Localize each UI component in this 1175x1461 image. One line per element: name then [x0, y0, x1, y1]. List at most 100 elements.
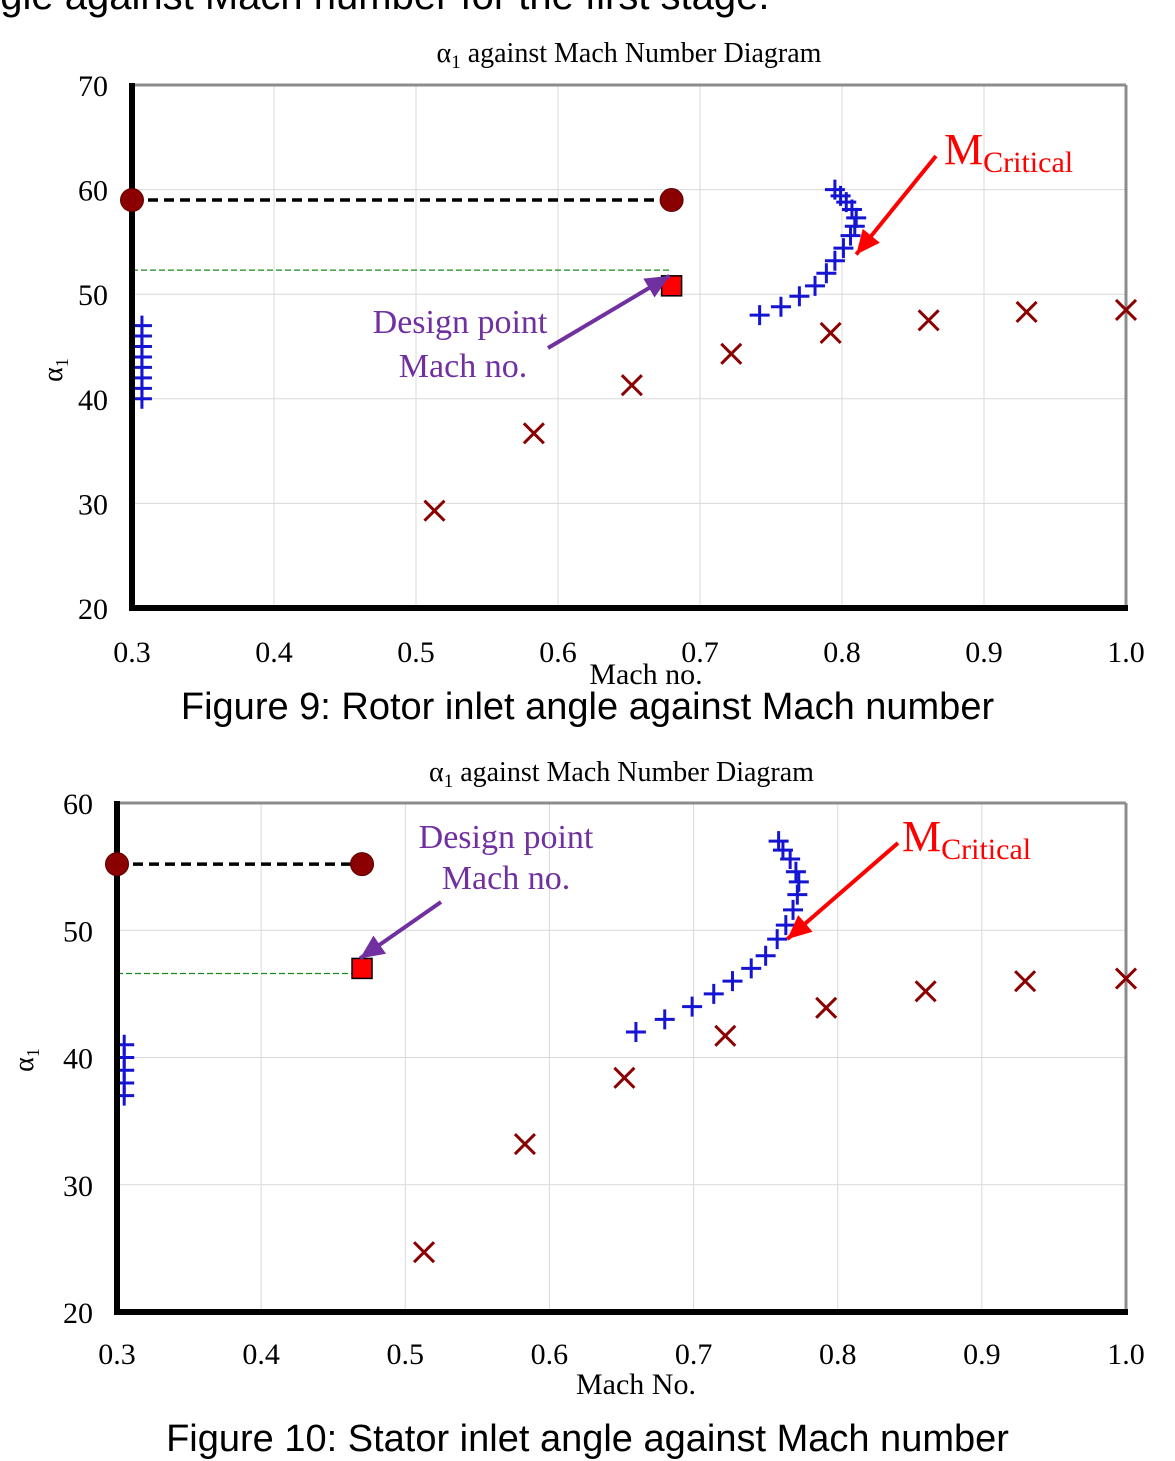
y-axis-label-alpha: α — [38, 367, 69, 382]
y-tick-label: 30 — [63, 1170, 93, 1203]
reference-endpoint-marker — [105, 852, 129, 877]
critical-mach-label-subscript: Critical — [983, 146, 1073, 179]
header-text: ngle against Mach number for the first s… — [0, 0, 770, 19]
x-tick-label: 0.8 — [823, 636, 861, 669]
plus-marker — [755, 945, 776, 966]
x-marker — [714, 1024, 737, 1047]
y-tick-label: 30 — [78, 488, 108, 521]
figure-9-caption: Figure 9: Rotor inlet angle against Mach… — [180, 686, 995, 728]
x-tick-label: 1.0 — [1107, 636, 1145, 669]
x-marker — [1014, 970, 1037, 993]
plus-marker — [846, 207, 867, 228]
chart-title-alpha: α — [429, 757, 444, 788]
x-marker — [1114, 298, 1138, 321]
y-tick-label: 50 — [78, 279, 108, 312]
x-marker — [522, 422, 545, 445]
design-point-label-line1: Design point — [419, 819, 594, 856]
x-tick-label: 0.3 — [98, 1338, 136, 1371]
critical-mach-label-main: M — [902, 812, 941, 861]
plus-marker — [703, 983, 724, 1004]
design-point-label-line2: Mach no. — [442, 860, 570, 897]
critical-mach-label: MCritical — [944, 125, 1073, 179]
y-tick-label: 20 — [63, 1297, 93, 1330]
plus-marker — [805, 275, 826, 296]
critical-mach-label-subscript: Critical — [941, 833, 1031, 866]
plus-marker — [816, 263, 837, 284]
plus-marker — [682, 996, 703, 1017]
plus-marker — [840, 225, 861, 246]
x-marker — [1015, 300, 1038, 324]
plus-marker — [785, 861, 806, 882]
x-tick-label: 1.0 — [1107, 1338, 1145, 1371]
x-marker — [613, 1066, 636, 1089]
x-tick-label: 0.9 — [965, 636, 1003, 669]
chart-title-subscript: 1 — [451, 52, 461, 73]
y-tick-label: 40 — [78, 384, 108, 417]
critical-mach-label: MCritical — [902, 812, 1031, 866]
reference-endpoint-marker — [659, 188, 684, 213]
plus-marker — [767, 929, 788, 950]
design-point-arrow-head — [643, 275, 670, 298]
plus-marker — [789, 286, 810, 307]
plus-marker — [770, 296, 791, 317]
y-tick-label: 70 — [78, 70, 108, 103]
design-point-marker — [351, 957, 373, 980]
x-tick-label: 0.4 — [242, 1338, 280, 1371]
y-axis-label-subscript: 1 — [23, 1048, 43, 1057]
chart-title-rest: against Mach Number Diagram — [453, 757, 814, 788]
chart-title: α1 against Mach Number Diagram — [437, 38, 822, 73]
y-tick-label: 60 — [78, 175, 108, 208]
chart-title: α1 against Mach Number Diagram — [429, 757, 814, 792]
critical-mach-arrow-head — [856, 228, 880, 255]
y-axis-label: α1 — [38, 358, 72, 382]
plus-marker — [741, 958, 762, 979]
plus-marker — [772, 840, 793, 861]
x-marker — [423, 499, 446, 522]
y-axis-label: α1 — [9, 1048, 43, 1072]
x-tick-label: 0.7 — [675, 1338, 713, 1371]
x-marker — [1114, 967, 1138, 990]
x-marker — [620, 374, 643, 397]
plus-marker — [788, 871, 809, 892]
x-tick-label: 0.5 — [387, 1338, 425, 1371]
design-point-label-line1: Design point — [373, 304, 548, 341]
x-marker — [513, 1132, 536, 1156]
x-tick-label: 0.8 — [819, 1338, 857, 1371]
y-tick-label: 50 — [63, 915, 93, 948]
x-axis-label: Mach No. — [576, 1368, 696, 1401]
chart-title-alpha: α — [437, 38, 452, 69]
critical-mach-arrow-shaft — [785, 841, 900, 941]
design-point-label-line2: Mach no. — [399, 348, 527, 385]
x-axis-label: Mach no. — [589, 658, 702, 690]
plus-marker — [131, 315, 152, 336]
plus-marker — [783, 899, 804, 920]
x-tick-label: 0.9 — [963, 1338, 1001, 1371]
reference-endpoint-marker — [120, 188, 144, 213]
figure-10-caption: Figure 10: Stator inlet angle against Ma… — [166, 1418, 1009, 1460]
critical-mach-arrow-head — [787, 915, 813, 940]
x-marker — [914, 980, 937, 1003]
chart-title-rest: against Mach Number Diagram — [461, 38, 822, 69]
x-tick-label: 0.5 — [397, 636, 435, 669]
design-point-arrow-head — [360, 935, 387, 959]
x-marker — [819, 321, 842, 344]
x-tick-label: 0.7 — [681, 636, 719, 669]
x-marker — [720, 342, 743, 365]
plus-marker — [775, 915, 796, 936]
plus-marker — [824, 179, 845, 200]
reference-endpoint-marker — [350, 852, 375, 877]
plus-marker — [722, 971, 743, 992]
x-tick-label: 0.4 — [255, 636, 293, 669]
y-axis-label-alpha: α — [9, 1057, 40, 1072]
plus-marker — [625, 1022, 646, 1043]
plus-marker — [749, 305, 770, 326]
plus-marker — [833, 238, 854, 259]
plus-marker — [654, 1009, 675, 1030]
x-tick-label: 0.6 — [531, 1338, 569, 1371]
y-tick-label: 60 — [63, 788, 93, 821]
plus-marker — [768, 831, 789, 852]
x-marker — [917, 309, 940, 332]
